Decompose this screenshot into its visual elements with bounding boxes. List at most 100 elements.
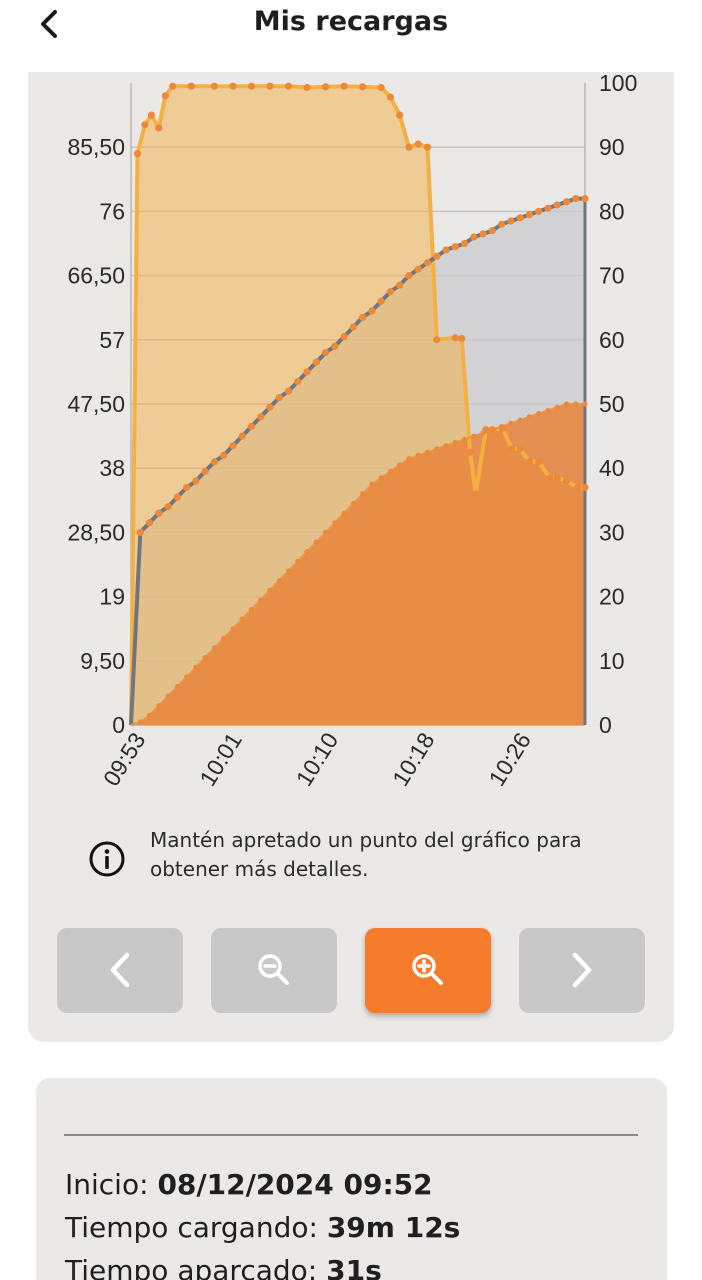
point-series-1: [562, 477, 571, 485]
point-series-1: [535, 458, 543, 466]
point-series-1: [266, 82, 274, 90]
y-left-tick-label: 66,50: [67, 263, 125, 289]
point-series-3: [545, 407, 551, 414]
point-series-3: [193, 664, 199, 670]
point-series-3: [183, 674, 190, 680]
parked-time-label: Tiempo aparcado:: [65, 1254, 318, 1280]
point-series-2: [173, 493, 181, 501]
point-series-3: [276, 577, 282, 584]
point-series-3: [573, 401, 579, 407]
zoom-out-button[interactable]: [211, 928, 337, 1013]
point-series-3: [563, 401, 570, 407]
point-series-2: [442, 246, 450, 254]
start-time-row: Inicio: 08/12/2024 09:52: [65, 1168, 433, 1201]
point-series-2: [544, 204, 552, 212]
point-series-2: [312, 358, 320, 366]
point-series-2: [423, 259, 432, 267]
point-series-3: [536, 411, 542, 417]
zoom-in-button[interactable]: [365, 928, 491, 1013]
point-series-3: [146, 712, 153, 718]
line-series-1: [129, 84, 585, 726]
point-series-2: [405, 272, 413, 280]
point-series-2: [525, 211, 534, 219]
point-series-1: [386, 93, 395, 101]
back-button[interactable]: [30, 4, 70, 44]
point-series-3: [369, 481, 375, 487]
point-series-2: [331, 342, 339, 350]
point-series-1: [147, 111, 155, 119]
point-series-3: [248, 606, 255, 613]
y-right-tick-label: 0: [599, 712, 612, 738]
point-series-3: [424, 449, 431, 455]
x-tick-label: 10:18: [387, 728, 440, 791]
point-series-3: [332, 520, 338, 526]
point-series-3: [165, 693, 171, 699]
point-series-1: [321, 83, 330, 91]
point-series-3: [304, 549, 310, 555]
point-series-1: [405, 143, 413, 151]
y-right-tick-label: 60: [599, 327, 625, 353]
chart-card: 0 9,50 19 28,50 38 47,50 57 66,50 76 85,50 0 10 20 30…: [28, 72, 674, 1042]
point-series-3: [378, 475, 384, 481]
point-series-2: [340, 332, 348, 341]
zoom-in-icon: [412, 954, 443, 985]
charging-time-value: 39m 12s: [326, 1211, 461, 1244]
point-series-2: [155, 509, 163, 517]
point-series-3: [350, 500, 356, 507]
point-series-3: [434, 446, 440, 452]
point-series-3: [258, 597, 264, 603]
point-series-2: [303, 368, 311, 376]
point-series-3: [202, 654, 208, 661]
point-series-1: [581, 483, 589, 492]
point-series-3: [295, 558, 301, 564]
point-series-2: [238, 432, 246, 440]
session-details-card: Inicio: 08/12/2024 09:52 Tiempo cargando…: [36, 1078, 667, 1280]
y-right-tick-label: 10: [599, 648, 625, 674]
point-series-2: [414, 265, 422, 273]
point-series-3: [211, 645, 217, 651]
point-series-1: [546, 474, 554, 482]
divider: [64, 1134, 638, 1136]
point-series-3: [341, 510, 347, 516]
point-series-2: [275, 393, 283, 402]
point-series-3: [415, 452, 421, 458]
parked-time-value: 31s: [326, 1254, 382, 1280]
zoom-out-icon: [258, 954, 289, 985]
point-series-1: [472, 490, 480, 498]
y-left-tick-label: 19: [99, 584, 125, 610]
point-series-3: [387, 468, 394, 475]
y-left-tick-label: 85,50: [67, 134, 125, 160]
point-series-3: [452, 439, 458, 446]
point-series-2: [386, 288, 395, 296]
point-series-1: [359, 83, 367, 91]
point-series-3: [285, 568, 292, 574]
y-right-tick-label: 80: [599, 198, 625, 224]
y-left-tick-label: 76: [99, 198, 125, 224]
charge-chart[interactable]: 0 9,50 19 28,50 38 47,50 57 66,50 76 85,50 0 10 20 30…: [28, 72, 674, 812]
point-series-3: [554, 404, 560, 410]
point-series-2: [396, 281, 404, 289]
point-series-3: [406, 455, 412, 462]
point-series-3: [508, 420, 514, 426]
info-circle-icon: [89, 841, 125, 877]
point-series-2: [460, 239, 469, 248]
point-series-2: [359, 313, 367, 321]
info-hint: Mantén apretado un punto del gráfico par…: [88, 826, 648, 890]
point-series-2: [247, 422, 256, 431]
point-series-1: [161, 92, 169, 100]
point-series-2: [507, 217, 515, 225]
y-right-tick-label: 100: [599, 72, 637, 96]
point-series-1: [210, 82, 218, 90]
point-series-2: [516, 214, 524, 222]
point-series-1: [340, 82, 348, 90]
area-series-3: [131, 404, 585, 725]
chevron-left-icon: [41, 10, 57, 38]
y-left-tick-label: 47,50: [67, 391, 125, 417]
x-tick-label: 09:53: [98, 728, 151, 791]
next-button[interactable]: [519, 928, 645, 1013]
point-series-1: [525, 458, 534, 466]
point-series-1: [303, 83, 311, 92]
point-series-2: [488, 227, 496, 235]
point-series-2: [145, 519, 154, 527]
previous-button[interactable]: [57, 928, 183, 1013]
